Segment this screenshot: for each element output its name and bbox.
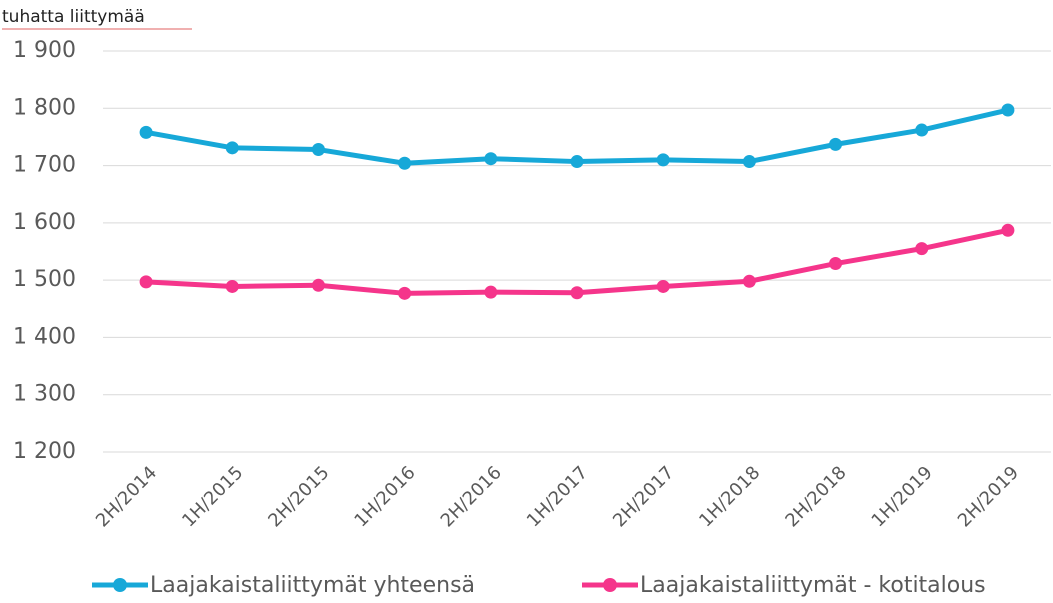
x-tick-label: 1H/2017 [523, 462, 592, 531]
point [915, 123, 929, 137]
point [742, 274, 756, 288]
point [225, 279, 239, 293]
point [398, 156, 412, 170]
legend-label: Laajakaistaliittymät - kotitalous [640, 573, 986, 598]
point [1001, 223, 1015, 237]
x-tick-label: 1H/2015 [178, 462, 247, 531]
point [829, 257, 843, 271]
y-tick-label: 1 200 [13, 439, 76, 464]
y-tick-label: 1 600 [13, 210, 76, 235]
y-tick-label: 1 300 [13, 382, 76, 407]
point [398, 286, 412, 300]
point [311, 143, 325, 157]
point [484, 152, 498, 166]
point [742, 155, 756, 169]
x-tick-label: 1H/2018 [695, 462, 764, 531]
x-tick-label: 2H/2014 [92, 462, 161, 531]
x-tick-label: 1H/2016 [350, 462, 419, 531]
point [656, 279, 670, 293]
y-tick-label: 1 900 [13, 38, 76, 63]
legend-label: Laajakaistaliittymät yhteensä [150, 573, 475, 598]
y-tick-label: 1 500 [13, 267, 76, 292]
point [570, 155, 584, 169]
point [484, 285, 498, 299]
point [915, 242, 929, 256]
point [829, 137, 843, 151]
point [139, 275, 153, 289]
point [570, 286, 584, 300]
y-axis-label: tuhatta liittymää [2, 7, 145, 27]
point [225, 141, 239, 155]
point [139, 125, 153, 139]
x-tick-label: 1H/2019 [868, 462, 937, 531]
x-tick-label: 2H/2019 [954, 462, 1023, 531]
point [656, 153, 670, 167]
legend-marker [113, 578, 127, 592]
x-tick-label: 2H/2016 [437, 462, 506, 531]
point [1001, 103, 1015, 117]
series-line [145, 227, 1009, 296]
x-tick-label: 2H/2015 [264, 462, 333, 531]
y-tick-label: 1 400 [13, 324, 76, 349]
y-tick-label: 1 700 [13, 153, 76, 178]
point [311, 278, 325, 292]
y-tick-label: 1 800 [13, 95, 76, 120]
x-tick-label: 2H/2017 [609, 462, 678, 531]
x-tick-label: 2H/2018 [781, 462, 850, 531]
legend-marker [603, 578, 617, 592]
